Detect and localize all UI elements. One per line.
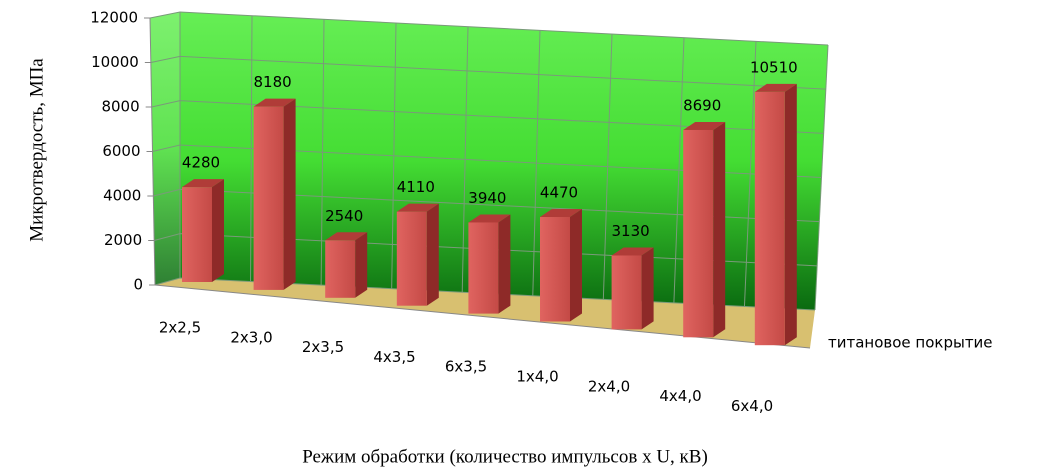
bar-top — [182, 179, 224, 188]
y-tick-label: 12000 — [90, 9, 138, 27]
bar-side — [426, 203, 439, 306]
bar — [396, 203, 439, 306]
bar — [325, 232, 368, 298]
y-tick-label: 0 — [133, 276, 143, 294]
bar-front — [325, 240, 356, 298]
bar-top — [754, 83, 797, 92]
y-tick-label: 4000 — [103, 187, 141, 205]
x-tick-label: 4x3,5 — [373, 348, 415, 366]
bar — [683, 121, 726, 338]
series-label: титановое покрытие — [828, 334, 993, 352]
x-tick-label: 6x3,5 — [445, 358, 487, 376]
data-label: 3130 — [612, 222, 650, 240]
x-axis — [154, 284, 811, 349]
bar-side — [498, 214, 511, 314]
bar-side — [713, 121, 726, 338]
y-tick-label: 2000 — [104, 231, 142, 249]
bar-side — [355, 232, 368, 298]
data-label: 4280 — [182, 154, 220, 172]
data-label: 8180 — [254, 73, 292, 91]
bar-front — [253, 106, 284, 290]
y-axis — [149, 17, 156, 286]
grid-line — [150, 55, 826, 90]
grid-line — [154, 277, 816, 311]
grid-line — [153, 188, 820, 223]
grid-line — [152, 144, 822, 178]
y-axis-label: Микротвердость, МПа — [26, 58, 47, 242]
bar — [540, 209, 582, 322]
bar-front — [468, 222, 499, 314]
data-label: 4470 — [540, 184, 578, 202]
bar-top — [611, 247, 654, 256]
bar-front — [754, 91, 785, 346]
x-tick-label: 1x4,0 — [516, 368, 558, 386]
bar-top — [325, 232, 368, 241]
bar-front — [396, 211, 427, 306]
data-label: 4110 — [397, 178, 435, 196]
bar-top — [683, 121, 726, 130]
bar-top — [396, 203, 439, 212]
bar — [468, 214, 511, 314]
bar-side — [570, 209, 582, 322]
bar — [253, 98, 296, 290]
data-label: 8690 — [683, 96, 721, 114]
bar — [754, 83, 797, 346]
x-tick-label: 2x3,0 — [230, 328, 272, 346]
x-axis-label: Режим обработки (количество импульсов x … — [302, 446, 708, 467]
bar — [182, 179, 224, 282]
bar-top — [540, 209, 582, 218]
bar-top — [468, 214, 511, 223]
bar-side — [641, 247, 654, 330]
grid-line — [154, 233, 818, 267]
x-tick-label: 6x4,0 — [731, 397, 773, 415]
bar — [611, 247, 654, 330]
bar-front — [540, 217, 570, 322]
data-label: 10510 — [750, 58, 798, 76]
grid-line — [151, 100, 824, 134]
bar-front — [611, 255, 642, 330]
y-tick-label: 10000 — [91, 53, 139, 71]
bar-side — [283, 98, 296, 290]
grid-line — [149, 11, 829, 46]
y-tick-label: 6000 — [102, 142, 140, 160]
bar-top — [253, 98, 296, 107]
x-tick-label: 2x2,5 — [159, 319, 201, 337]
bar-side — [784, 83, 797, 346]
bar-front — [182, 187, 212, 282]
bar-side — [212, 179, 224, 282]
x-tick-label: 2x4,0 — [588, 377, 630, 395]
x-tick-label: 2x3,5 — [302, 338, 344, 356]
data-label: 3940 — [468, 189, 506, 207]
data-label: 2540 — [325, 207, 363, 225]
x-tick-label: 4x4,0 — [659, 387, 701, 405]
bar-front — [683, 129, 714, 338]
y-tick-label: 8000 — [101, 98, 139, 116]
